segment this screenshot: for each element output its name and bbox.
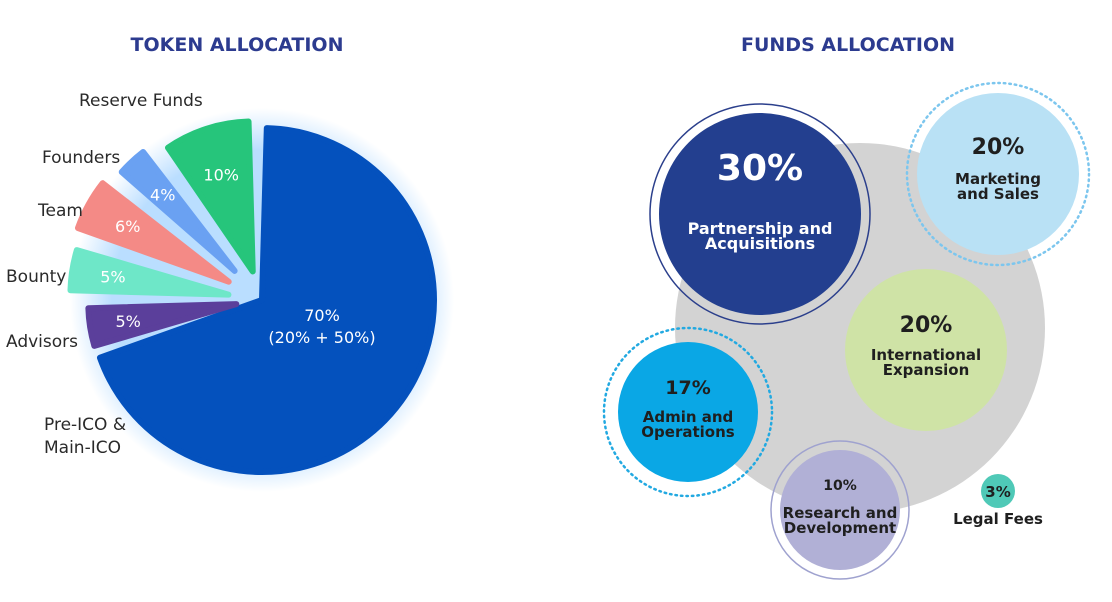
pie-value-label-bounty: 5% xyxy=(100,267,125,286)
bubble-label-marketing-and-sales: Marketing and Sales xyxy=(955,170,1041,203)
bubble-label-research-and-development: Research and Development xyxy=(783,504,898,537)
bubble-admin-and-operations xyxy=(618,342,758,482)
funds-allocation-bubble-chart: 30% Partnership and Acquisitions 20% Marketi… xyxy=(602,81,1091,580)
token-allocation-pie-chart: 70% (20% + 50%) Pre-ICO & Main-ICO 5% Advisor… xyxy=(6,91,454,492)
bubble-ring-marketing-and-sales xyxy=(905,81,1091,267)
pie-value-label-pre-ico-main-ico: 70% (20% + 50%) xyxy=(268,306,375,347)
pie-slice-founders xyxy=(118,148,238,274)
pie-category-label-pre-ico-main-ico: Pre-ICO & Main-ICO xyxy=(44,415,126,458)
bubble-ring-research-and-development xyxy=(770,440,910,580)
pie-slice-team xyxy=(74,180,232,285)
pie-category-label-reserve-funds: Reserve Funds xyxy=(79,91,203,111)
pie-category-label-bounty: Bounty xyxy=(6,267,66,287)
pie-value-label-team: 6% xyxy=(115,217,140,236)
token-allocation-panel: TOKEN ALLOCATION 70% (20% + 50%) Pre-ICO &… xyxy=(6,34,454,492)
bubble-partnership-and-acquisitions xyxy=(659,113,861,315)
bubble-ring-partnership-and-acquisitions xyxy=(649,103,871,325)
pie-slice-pre-ico-main-ico xyxy=(96,125,437,475)
bubble-research-and-development xyxy=(780,450,900,570)
bubble-label-international-expansion: International Expansion xyxy=(871,346,981,379)
bubble-value-legal-fees: 3% xyxy=(985,483,1010,501)
bubble-international-expansion xyxy=(845,269,1007,431)
pie-value-label-advisors: 5% xyxy=(115,312,140,331)
bubble-value-research-and-development: 10% xyxy=(823,478,857,494)
pie-slice-reserve-funds xyxy=(164,118,256,275)
bubble-value-international-expansion: 20% xyxy=(900,313,953,338)
pie-value-label-reserve-funds: 10% xyxy=(203,165,239,184)
pie-category-label-team: Team xyxy=(37,201,83,221)
pie-slice-advisors xyxy=(85,301,240,349)
bubble-marketing-and-sales xyxy=(917,93,1079,255)
funds-allocation-title: FUNDS ALLOCATION xyxy=(740,34,956,56)
pie-value-label-founders: 4% xyxy=(150,185,175,204)
bubble-ring-admin-and-operations xyxy=(602,326,774,498)
bubble-label-admin-and-operations: Admin and Operations xyxy=(641,408,734,441)
bubble-value-admin-and-operations: 17% xyxy=(665,377,710,399)
bubble-legal-fees xyxy=(981,474,1015,508)
bubble-value-partnership-and-acquisitions: 30% xyxy=(717,148,803,189)
bubble-label-legal-fees: Legal Fees xyxy=(953,510,1043,528)
pie-category-label-advisors: Advisors xyxy=(6,332,78,352)
pie-category-label-founders: Founders xyxy=(42,148,120,168)
token-allocation-title: TOKEN ALLOCATION xyxy=(130,34,344,56)
bubble-value-marketing-and-sales: 20% xyxy=(972,135,1025,160)
bubble-label-partnership-and-acquisitions: Partnership and Acquisitions xyxy=(688,219,833,253)
funds-allocation-panel: FUNDS ALLOCATION 30% Partnership and Acqui… xyxy=(560,0,1112,602)
pie-slice-bounty xyxy=(67,247,232,298)
